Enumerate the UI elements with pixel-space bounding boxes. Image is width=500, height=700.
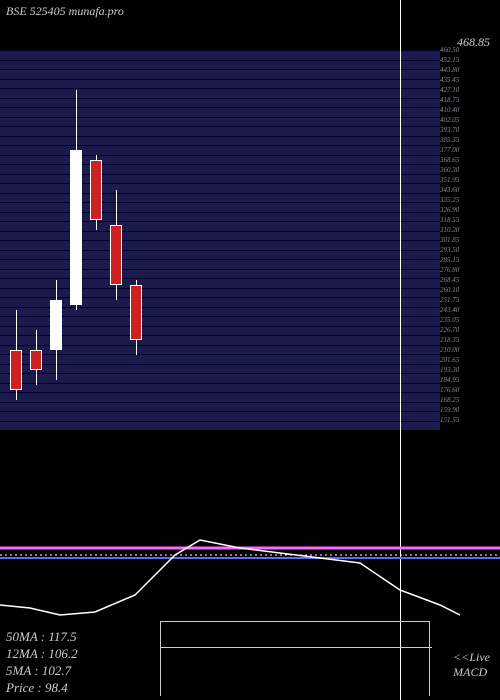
indicator-panel	[0, 0, 500, 700]
price-row: Price : 98.4	[6, 679, 78, 696]
chart-title: BSE 525405 munafa.pro	[6, 4, 124, 19]
signal-line	[0, 540, 460, 615]
stock-chart: BSE 525405 munafa.pro 468.85 460.50452.1…	[0, 0, 500, 700]
ma-info-box: 50MA : 117.5 12MA : 106.2 5MA : 102.7 Pr…	[6, 628, 78, 696]
ma12-row: 12MA : 106.2	[6, 645, 78, 662]
macd-box-divider	[160, 647, 432, 648]
macd-box	[160, 621, 430, 696]
ma50-row: 50MA : 117.5	[6, 628, 78, 645]
macd-label: <<Live MACD	[453, 650, 490, 680]
ma5-row: 5MA : 102.7	[6, 662, 78, 679]
